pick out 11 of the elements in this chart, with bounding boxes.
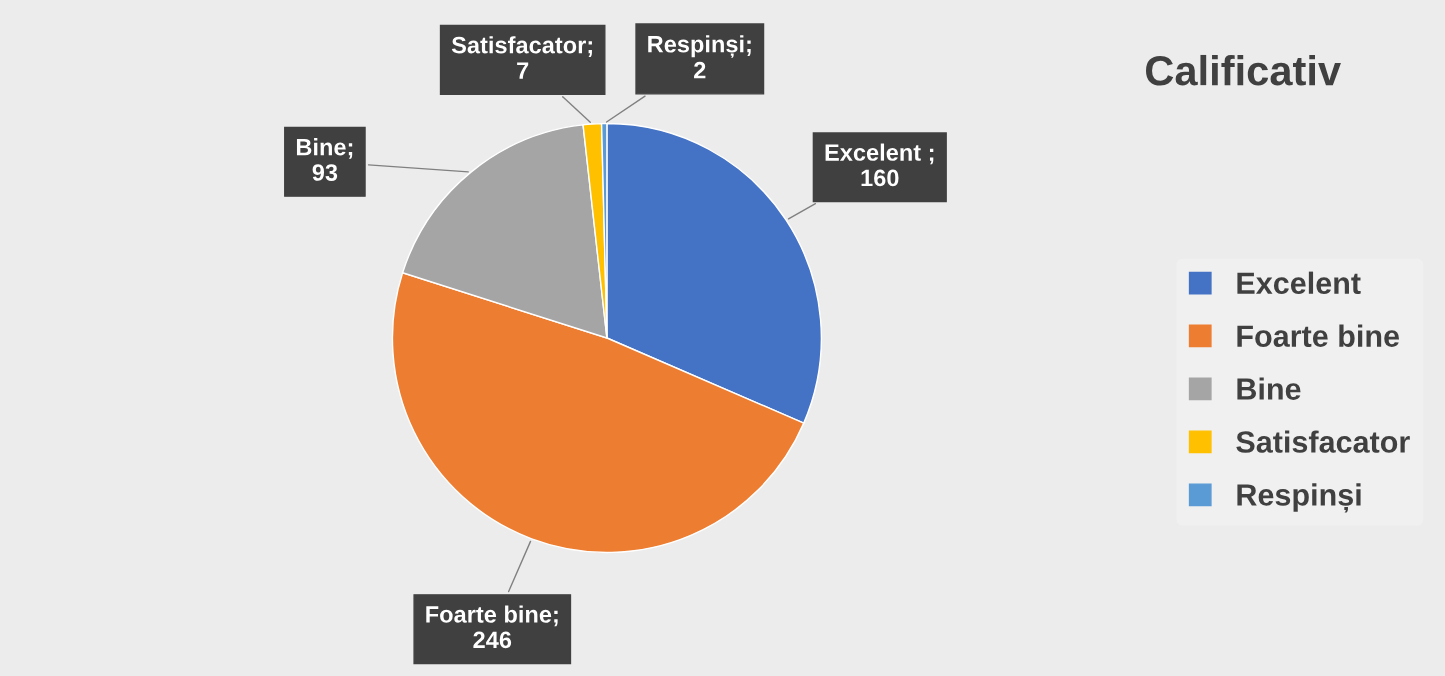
chart-title: Calificativ — [1146, 54, 1341, 86]
data-label: Bine; 93 — [296, 138, 353, 181]
legend-label: Satisfacator — [1236, 430, 1410, 453]
legend-label: Foarte bine — [1237, 324, 1400, 347]
data-label: Satisfacator; 7 — [451, 36, 592, 79]
data-label: Excelent ; 160 — [825, 143, 934, 187]
legend-label: Excelent — [1237, 271, 1361, 295]
legend-label: Bine — [1237, 377, 1301, 400]
legend-label: Respinși — [1237, 483, 1361, 513]
data-label: Foarte bine; 246 — [426, 605, 558, 649]
data-label: Respinși; 2 — [648, 35, 751, 79]
